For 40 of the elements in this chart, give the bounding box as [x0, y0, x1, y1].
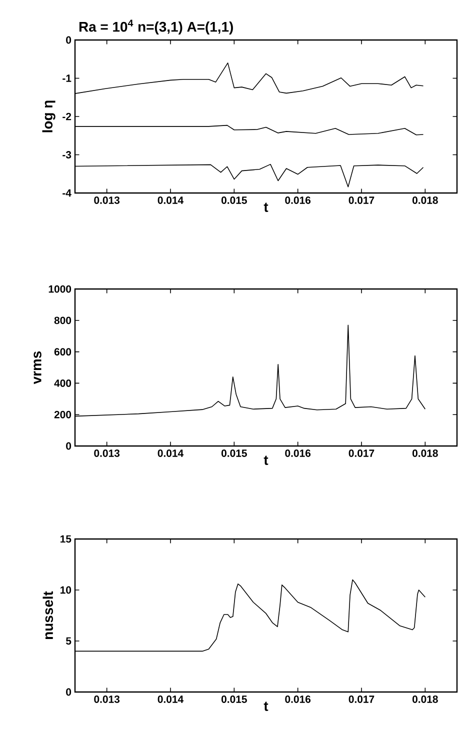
x-tick-label: 0.015 [221, 450, 247, 457]
y-tick-label: -3 [62, 151, 72, 158]
y-tick-label: 5 [66, 637, 72, 645]
y-tick-label: 800 [54, 316, 72, 324]
x-tick-label: 0.013 [94, 450, 120, 457]
x-tick-label: 0.015 [221, 696, 247, 703]
x-tick-label: 0.016 [285, 450, 311, 457]
y-tick-label: 0 [66, 36, 72, 44]
y-tick-label: 10 [60, 586, 72, 594]
x-tick-label: 0.018 [412, 696, 438, 703]
y-axis-title: nusselt [42, 591, 54, 639]
y-tick-label: 1000 [48, 285, 72, 293]
y-tick-label: 400 [54, 380, 72, 387]
x-tick-label: 0.014 [158, 450, 184, 457]
x-tick-label: 0.017 [348, 696, 374, 703]
y-tick-label: 0 [66, 442, 72, 450]
x-tick-label: 0.016 [285, 696, 311, 703]
y-tick-label: -2 [62, 112, 72, 120]
y-tick-label: -4 [62, 189, 72, 197]
x-axis-title: t [264, 456, 268, 466]
y-tick-label: 0 [66, 688, 72, 696]
x-tick-label: 0.018 [412, 196, 438, 204]
x-tick-label: 0.013 [94, 696, 120, 703]
y-tick-label: 600 [54, 348, 72, 356]
x-tick-label: 0.018 [412, 450, 438, 457]
x-tick-label: 0.016 [285, 196, 311, 204]
y-tick-label: 200 [54, 410, 72, 418]
x-axis-title: t [264, 202, 268, 212]
y-axis-title: log η [42, 100, 56, 132]
x-tick-label: 0.013 [94, 196, 120, 204]
x-tick-label: 0.014 [158, 696, 184, 703]
y-tick-label: 15 [60, 535, 72, 543]
chart-title: Ra = 10$^{4}$ n=(3,1) A=(1,1) [79, 20, 233, 35]
x-axis-title: t [264, 702, 268, 712]
x-tick-label: 0.017 [348, 196, 374, 204]
x-tick-label: 0.017 [348, 450, 374, 457]
y-tick-label: -1 [62, 74, 72, 82]
x-tick-label: 0.014 [158, 196, 184, 204]
x-tick-label: 0.015 [221, 196, 247, 204]
y-axis-title: vrms [34, 351, 42, 384]
